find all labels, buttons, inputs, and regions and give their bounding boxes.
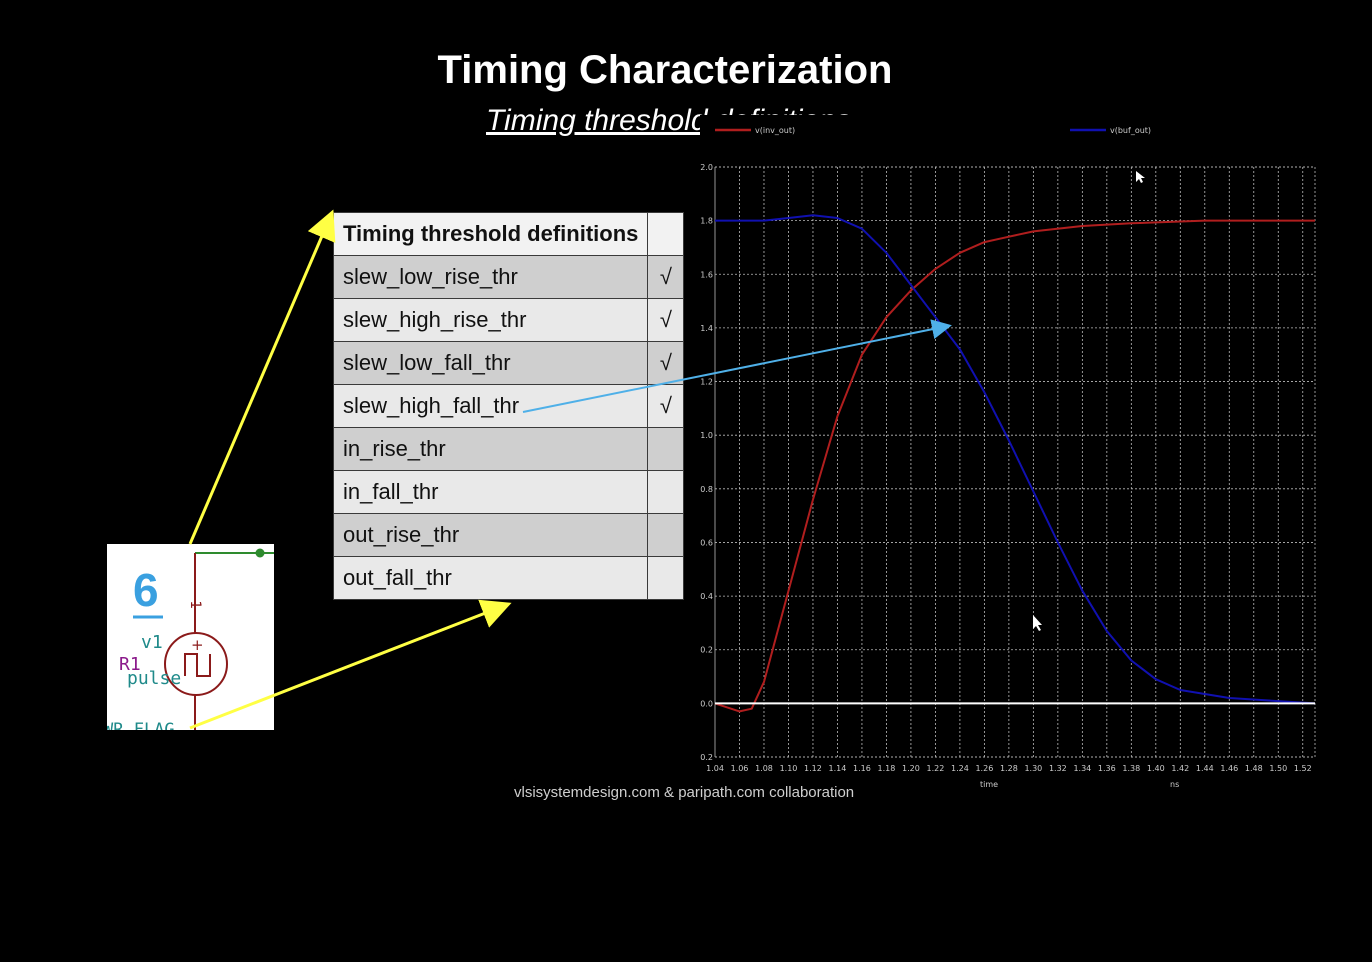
plot-frame xyxy=(714,166,1316,758)
table-row: in_fall_thr xyxy=(332,470,685,514)
pulse-waveform-icon xyxy=(184,653,211,677)
x-tick-label: 1.14 xyxy=(829,764,847,773)
x-tick-label: 1.48 xyxy=(1245,764,1263,773)
x-tick-label: 1.22 xyxy=(927,764,945,773)
table-header-row: Timing threshold definitions xyxy=(332,212,685,256)
source-name: v1 xyxy=(141,632,163,653)
y-tick-label: 1.6 xyxy=(700,270,713,279)
checkmark xyxy=(647,556,685,600)
table-row: slew_high_fall_thr √ xyxy=(332,384,685,428)
y-tick-label: 0.2 xyxy=(700,646,713,655)
table-row: slew_low_rise_thr √ xyxy=(332,255,685,299)
checkmark: √ xyxy=(647,341,685,385)
x-tick-label: 1.04 xyxy=(706,764,724,773)
x-tick-label: 1.18 xyxy=(878,764,896,773)
y-tick-label: 1.4 xyxy=(700,324,713,333)
slide-title: Timing Characterization xyxy=(437,48,893,92)
x-tick-label: 1.38 xyxy=(1122,764,1140,773)
table-row: in_rise_thr xyxy=(332,427,685,471)
x-tick-label: 1.24 xyxy=(951,764,969,773)
yellow-arrow-up xyxy=(188,209,336,545)
checkmark xyxy=(647,427,685,471)
threshold-name: slew_low_rise_thr xyxy=(332,255,649,299)
threshold-name: in_rise_thr xyxy=(332,427,649,471)
threshold-table: Timing threshold definitions slew_low_ri… xyxy=(332,212,685,600)
x-tick-label: 1.42 xyxy=(1171,764,1189,773)
x-tick-label: 1.08 xyxy=(755,764,773,773)
table-header-label: Timing threshold definitions xyxy=(332,212,649,256)
x-tick-label: 1.16 xyxy=(853,764,871,773)
plot-ticks: 1.04 1.06 1.08 1.10 1.12 1.14 1.16 1.18 1.20 1.22… xyxy=(697,163,1312,773)
threshold-name: slew_high_fall_thr xyxy=(332,384,649,428)
waveform-chart: 1.04 1.06 1.08 1.10 1.12 1.14 1.16 1.18 1.20 1.22… xyxy=(697,115,1330,790)
table-header-mark-cell xyxy=(647,212,685,256)
checkmark xyxy=(647,513,685,557)
table-row: out_rise_thr xyxy=(332,513,685,557)
plot-series xyxy=(714,214,1316,713)
x-tick-label: 1.06 xyxy=(731,764,749,773)
table-row: slew_low_fall_thr √ xyxy=(332,341,685,385)
schematic-drawing: + 6 -1 v1 R1 pulse WR_FLAG xyxy=(107,548,274,730)
series-line-v-buf-out xyxy=(715,214,1316,705)
x-tick-label: 1.36 xyxy=(1098,764,1116,773)
y-tick-label: 0.4 xyxy=(700,592,713,601)
junction-dot xyxy=(255,548,265,558)
y-tick-label: -0.2 xyxy=(700,753,713,762)
x-tick-label: 1.28 xyxy=(1000,764,1018,773)
threshold-name: out_fall_thr xyxy=(332,556,649,600)
plus-sign: + xyxy=(191,636,204,654)
x-axis-unit: ns xyxy=(1170,780,1179,789)
y-tick-label: 0.6 xyxy=(700,538,713,547)
plot-legend: v(inv_out) v(buf_out) xyxy=(715,126,1151,135)
x-axis-label: time xyxy=(980,780,998,789)
threshold-name: in_fall_thr xyxy=(332,470,649,514)
y-tick-label: 1.8 xyxy=(700,217,713,226)
x-tick-label: 1.50 xyxy=(1269,764,1287,773)
threshold-name: slew_high_rise_thr xyxy=(332,298,649,342)
legend-label: v(buf_out) xyxy=(1110,126,1151,135)
resistor-label: R1 xyxy=(119,654,141,675)
x-tick-label: 1.26 xyxy=(975,764,993,773)
plot-grid xyxy=(714,166,1316,758)
checkmark: √ xyxy=(647,298,685,342)
checkmark: √ xyxy=(647,384,685,428)
y-tick-label: 0.8 xyxy=(700,485,713,494)
legend-label: v(inv_out) xyxy=(755,126,795,135)
x-tick-label: 1.40 xyxy=(1147,764,1165,773)
x-tick-label: 1.30 xyxy=(1024,764,1042,773)
cursor-icon xyxy=(1033,615,1042,631)
x-tick-label: 1.12 xyxy=(804,764,822,773)
x-tick-label: 1.32 xyxy=(1049,764,1067,773)
step-number: 6 xyxy=(133,564,159,616)
source-type: pulse xyxy=(127,668,181,689)
y-tick-label: 1.0 xyxy=(700,431,713,440)
x-tick-label: 1.44 xyxy=(1196,764,1214,773)
threshold-name: slew_low_fall_thr xyxy=(332,341,649,385)
waveform-plot: 1.04 1.06 1.08 1.10 1.12 1.14 1.16 1.18 1.20 1.22… xyxy=(697,115,1330,795)
x-tick-label: 1.34 xyxy=(1073,764,1091,773)
schematic-panel: + 6 -1 v1 R1 pulse WR_FLAG xyxy=(107,544,274,730)
x-tick-label: 1.52 xyxy=(1294,764,1312,773)
checkmark: √ xyxy=(647,255,685,299)
series-line-v-inv-out xyxy=(714,219,1315,713)
pin-label: -1 xyxy=(187,592,203,609)
y-tick-label: 1.2 xyxy=(700,378,713,387)
x-tick-label: 1.10 xyxy=(780,764,798,773)
threshold-name: out_rise_thr xyxy=(332,513,649,557)
footer-credit: vlsisystemdesign.com & paripath.com coll… xyxy=(514,784,855,801)
cursor-icon xyxy=(1136,171,1145,183)
table-row: slew_high_rise_thr √ xyxy=(332,298,685,342)
table-row: out_fall_thr xyxy=(332,556,685,600)
x-tick-label: 1.46 xyxy=(1220,764,1238,773)
checkmark xyxy=(647,470,685,514)
flag-label: WR_FLAG xyxy=(107,720,175,730)
x-tick-label: 1.20 xyxy=(902,764,920,773)
y-tick-label: 0.0 xyxy=(700,699,713,708)
y-tick-label: 2.0 xyxy=(700,163,713,172)
